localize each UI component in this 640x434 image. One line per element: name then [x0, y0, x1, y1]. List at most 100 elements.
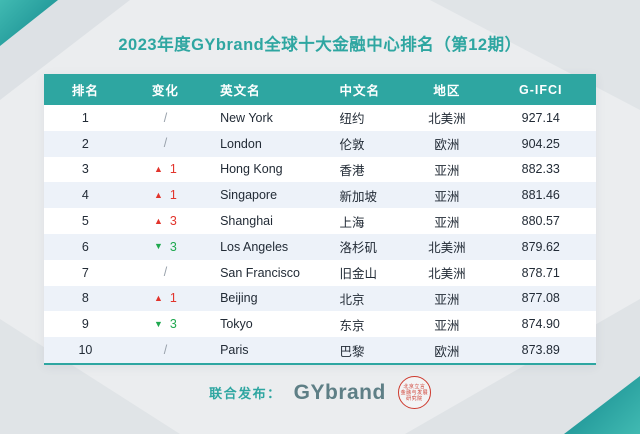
cell-english-name: Los Angeles [220, 239, 289, 254]
seal-text-line: 研究院 [406, 395, 423, 402]
cell-chinese-name: 旧金山 [339, 267, 378, 282]
cell-chinese-name: 上海 [339, 215, 365, 230]
cell-english-name: San Francisco [220, 265, 300, 280]
cell-region: 北美洲 [428, 112, 466, 127]
cell-chinese-name: 巴黎 [339, 344, 365, 359]
up-arrow-icon: ▲ [153, 189, 163, 200]
change-value: 1 [169, 162, 177, 177]
table-row: 7 / San Francisco 旧金山 北美洲 878.71 [44, 260, 596, 286]
table-row: 8 ▲ 1 Beijing 北京 亚洲 877.08 [44, 285, 596, 312]
column-header: 变化 [151, 84, 179, 98]
footer: 联合发布： GYbrand 北京立言 金融与发展 研究院 [0, 376, 640, 409]
down-arrow-icon: ▼ [153, 241, 163, 252]
column-header: 中文名 [339, 84, 381, 98]
cell-rank: 5 [81, 214, 89, 229]
change-value: 3 [169, 239, 177, 254]
cell-region: 亚洲 [434, 189, 460, 204]
table-row: 5 ▲ 3 Shanghai 上海 亚洲 880.57 [44, 208, 596, 234]
cell-score: 874.90 [521, 317, 560, 332]
cell-rank: 7 [81, 265, 89, 280]
cell-english-name: New York [220, 110, 273, 125]
cell-rank: 3 [81, 162, 89, 177]
cell-rank: 10 [78, 343, 93, 358]
seal-text-line: 金融与发展 [400, 389, 429, 396]
table-row: 3 ▲ 1 Hong Kong 香港 亚洲 882.33 [44, 157, 596, 183]
cell-score: 881.46 [521, 188, 560, 203]
change-value: 1 [169, 291, 177, 306]
no-change-icon: / [163, 111, 168, 125]
research-institute-seal-icon: 北京立言 金融与发展 研究院 [397, 376, 431, 409]
cell-score: 904.25 [521, 136, 560, 151]
cell-rank: 1 [81, 110, 89, 125]
cell-change: ▲ 1 [127, 188, 204, 202]
table-row: 4 ▲ 1 Singapore 新加坡 亚洲 881.46 [44, 182, 596, 209]
cell-english-name: Beijing [220, 291, 258, 306]
cell-rank: 8 [81, 291, 89, 306]
joint-release-label: 联合发布： [209, 386, 282, 401]
cell-change: ▼ 3 [127, 317, 204, 331]
cell-chinese-name: 伦敦 [339, 138, 365, 153]
cell-score: 882.33 [521, 162, 560, 177]
no-change-icon: / [163, 343, 168, 357]
cell-chinese-name: 北京 [339, 292, 365, 307]
table-header-row: 排名 变化 英文名 中文名 地区 G-IFCI [44, 74, 596, 105]
cell-score: 877.08 [521, 291, 560, 306]
cell-score: 878.71 [521, 265, 560, 280]
cell-chinese-name: 洛杉矶 [339, 241, 378, 256]
cell-score: 873.89 [521, 343, 560, 358]
cell-change: ▲ 1 [127, 291, 204, 305]
cell-change: ▲ 1 [127, 162, 204, 176]
table-row: 9 ▼ 3 Tokyo 东京 亚洲 874.90 [44, 311, 596, 337]
column-header: 排名 [71, 84, 99, 98]
table-row: 1 / New York 纽约 北美洲 927.14 [44, 105, 596, 131]
cell-english-name: Paris [220, 343, 249, 358]
cell-change: / [127, 112, 204, 125]
cell-english-name: Singapore [220, 188, 278, 203]
cell-score: 879.62 [521, 239, 560, 254]
cell-chinese-name: 东京 [339, 318, 365, 333]
cell-region: 亚洲 [434, 215, 460, 230]
column-header: G-IFCI [519, 82, 563, 97]
cell-rank: 2 [81, 136, 89, 151]
table-body: 1/New York 纽约 北美洲 927.14 2/London 伦敦 欧洲 904.25 3… [44, 105, 596, 363]
cell-english-name: London [220, 136, 262, 151]
no-change-icon: / [163, 266, 168, 279]
table-row: 2 / London 伦敦 欧洲 904.25 [44, 130, 596, 157]
cell-chinese-name: 新加坡 [339, 189, 378, 204]
cell-rank: 9 [81, 317, 89, 332]
cell-rank: 6 [81, 239, 89, 254]
cell-rank: 4 [81, 188, 89, 203]
change-value: 1 [169, 188, 177, 203]
gybrand-logo: GYbrand [293, 380, 386, 404]
cell-chinese-name: 香港 [339, 163, 365, 178]
down-arrow-icon: ▼ [153, 318, 163, 329]
cell-region: 欧洲 [434, 138, 460, 153]
ranking-table: 排名 变化 英文名 中文名 地区 G-IFCI 1/New York 纽约 北美洲 927.14… [44, 74, 596, 365]
cell-score: 880.57 [521, 214, 560, 229]
cell-chinese-name: 纽约 [339, 112, 365, 127]
seal-text-line: 北京立言 [403, 383, 426, 390]
cell-change: ▲ 3 [127, 214, 204, 228]
cell-change: / [127, 266, 204, 279]
cell-region: 亚洲 [434, 318, 460, 333]
change-value: 3 [169, 317, 177, 332]
cell-english-name: Hong Kong [220, 162, 283, 177]
no-change-icon: / [163, 137, 168, 150]
cell-region: 亚洲 [434, 292, 460, 307]
up-arrow-icon: ▲ [153, 163, 163, 174]
table-row: 10 / Paris 巴黎 欧洲 873.89 [44, 337, 596, 363]
cell-score: 927.14 [521, 110, 560, 125]
table-row: 6 ▼ 3 Los Angeles 洛杉矶 北美洲 879.62 [44, 233, 596, 260]
cell-english-name: Tokyo [220, 317, 253, 332]
up-arrow-icon: ▲ [153, 215, 163, 226]
up-arrow-icon: ▲ [153, 292, 163, 303]
cell-change: ▼ 3 [127, 240, 204, 254]
change-value: 3 [169, 214, 177, 229]
column-header: 地区 [433, 84, 461, 98]
cell-region: 欧洲 [434, 344, 460, 359]
cell-change: / [127, 137, 204, 150]
cell-change: / [127, 344, 204, 357]
cell-region: 北美洲 [428, 267, 466, 282]
page-title: 2023年度GYbrand全球十大金融中心排名（第12期） [118, 36, 522, 54]
column-header: 英文名 [220, 84, 261, 98]
